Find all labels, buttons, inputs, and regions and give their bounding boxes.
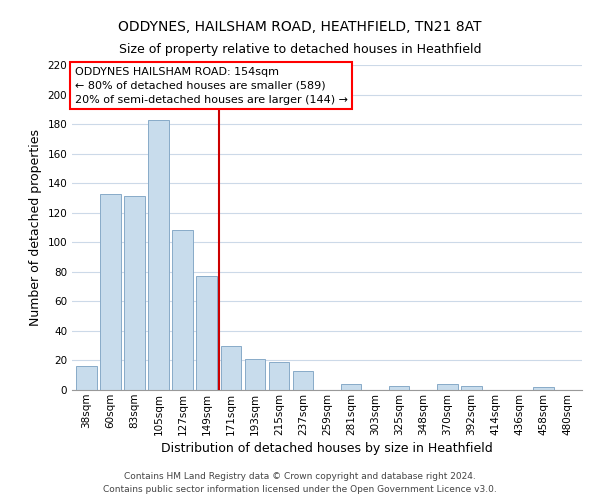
Text: Contains HM Land Registry data © Crown copyright and database right 2024.
Contai: Contains HM Land Registry data © Crown c… xyxy=(103,472,497,494)
Bar xyxy=(245,359,265,390)
Bar xyxy=(148,120,169,390)
Text: ODDYNES HAILSHAM ROAD: 154sqm
← 80% of detached houses are smaller (589)
20% of : ODDYNES HAILSHAM ROAD: 154sqm ← 80% of d… xyxy=(74,66,347,104)
Bar xyxy=(269,362,289,390)
Bar xyxy=(461,386,482,390)
Bar xyxy=(100,194,121,390)
Bar xyxy=(341,384,361,390)
Bar xyxy=(437,384,458,390)
Text: Size of property relative to detached houses in Heathfield: Size of property relative to detached ho… xyxy=(119,42,481,56)
Y-axis label: Number of detached properties: Number of detached properties xyxy=(29,129,42,326)
Bar xyxy=(293,371,313,390)
Bar xyxy=(196,276,217,390)
Text: ODDYNES, HAILSHAM ROAD, HEATHFIELD, TN21 8AT: ODDYNES, HAILSHAM ROAD, HEATHFIELD, TN21… xyxy=(118,20,482,34)
Bar xyxy=(172,230,193,390)
Bar xyxy=(76,366,97,390)
Bar xyxy=(389,386,409,390)
Bar xyxy=(221,346,241,390)
X-axis label: Distribution of detached houses by size in Heathfield: Distribution of detached houses by size … xyxy=(161,442,493,455)
Bar xyxy=(533,387,554,390)
Bar xyxy=(124,196,145,390)
